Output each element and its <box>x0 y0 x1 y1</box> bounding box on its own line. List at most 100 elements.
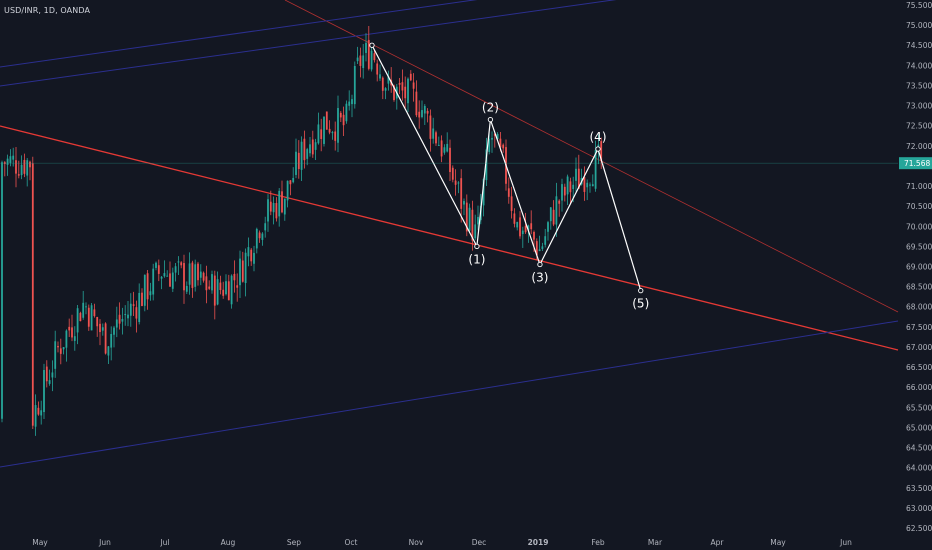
x-tick-label: Aug <box>221 538 236 547</box>
candle-body <box>255 228 258 249</box>
candle-body <box>236 285 239 288</box>
candle-body <box>188 263 191 285</box>
wave-point[interactable] <box>595 146 601 152</box>
candle-body <box>446 143 449 152</box>
candle-body <box>348 101 351 106</box>
candle-body <box>474 224 477 239</box>
candle-body <box>311 139 314 155</box>
candle-body <box>460 178 463 209</box>
candle-body <box>530 223 533 230</box>
candle-body <box>124 314 127 316</box>
wave-label: (1) <box>468 252 485 266</box>
y-tick-label: 69.000 <box>906 263 932 272</box>
resistance-trendline[interactable] <box>284 0 899 313</box>
time-axis[interactable]: May Jun Jul Aug Sep Oct Nov Dec 2019 Feb Mar Apr May… <box>32 538 852 547</box>
candle-body <box>48 380 51 384</box>
y-tick-label: 73.000 <box>906 102 932 111</box>
candle-body <box>141 292 143 306</box>
candle-body <box>239 258 241 286</box>
candle-body <box>267 199 269 222</box>
candle-body <box>555 196 558 225</box>
candle-body <box>289 180 292 185</box>
candle-body <box>373 53 376 61</box>
channel-line-upper[interactable] <box>0 0 898 68</box>
candle-body <box>519 217 521 237</box>
candle-body <box>272 203 275 213</box>
candle-body <box>586 182 589 188</box>
candle-body <box>278 190 281 217</box>
candle-body <box>482 179 485 206</box>
x-tick-label: Jun <box>839 538 852 547</box>
candle-body <box>12 155 15 160</box>
candle-body <box>404 86 407 99</box>
y-tick-label: 67.500 <box>906 323 932 332</box>
candle-body <box>202 272 205 281</box>
wave-point[interactable] <box>487 117 494 123</box>
channel-line-upper-2[interactable] <box>0 0 898 87</box>
candle-body <box>309 144 311 154</box>
candle-body <box>547 222 549 232</box>
candle-body <box>393 85 395 101</box>
trendlines[interactable] <box>0 0 899 468</box>
wave-point[interactable] <box>369 42 375 48</box>
candle-body <box>412 82 415 89</box>
wave-point[interactable] <box>474 243 480 250</box>
candle-body <box>429 115 432 139</box>
candle-body <box>68 326 71 331</box>
candle-body <box>31 163 34 426</box>
candle-body <box>381 77 384 91</box>
y-tick-label: 75.000 <box>906 21 932 30</box>
candle-body <box>485 149 488 181</box>
channel-line-lower[interactable] <box>0 320 899 468</box>
candle-body <box>171 272 174 289</box>
candle-body <box>292 177 295 183</box>
candle-body <box>398 82 401 85</box>
candle-body <box>407 78 409 104</box>
support-trendline[interactable] <box>0 125 899 351</box>
candle-body <box>463 201 465 205</box>
candle-body <box>115 319 118 328</box>
candle-body <box>20 164 23 176</box>
y-tick-label: 68.500 <box>906 283 932 292</box>
candle-body <box>222 289 225 296</box>
y-tick-label: 74.500 <box>906 41 932 50</box>
candle-body <box>353 65 356 105</box>
candle-body <box>496 133 499 140</box>
price-axis[interactable]: 62.500 63.000 63.500 64.000 64.500 65.000 65.5… <box>899 1 932 533</box>
candle-body <box>275 203 278 219</box>
candle-body <box>26 160 29 176</box>
candle-body <box>513 213 516 224</box>
candle-body <box>367 39 370 69</box>
candle-body <box>325 111 328 130</box>
candle-body <box>594 150 597 189</box>
candle-body <box>300 141 303 170</box>
candle-body <box>435 132 437 144</box>
x-tick-label: May <box>770 538 786 547</box>
candle-body <box>527 225 530 231</box>
candle-body <box>160 276 163 279</box>
candle-body <box>132 304 135 306</box>
y-tick-label: 65.000 <box>906 423 932 432</box>
candle-body <box>194 264 197 287</box>
candle-body <box>65 330 68 348</box>
candle-body <box>510 196 513 211</box>
wave-point[interactable] <box>638 287 644 294</box>
candle-body <box>146 273 149 300</box>
current-price-label: 71.568 <box>904 159 930 168</box>
candle-body <box>575 168 577 181</box>
candle-body <box>552 209 555 225</box>
candle-body <box>17 174 20 176</box>
candle-body <box>432 128 435 139</box>
candle-body <box>345 103 348 122</box>
elliott-wave[interactable]: (1) (2) (3) (4) (5) <box>369 42 649 311</box>
y-tick-label: 66.500 <box>906 363 932 372</box>
candle-body <box>113 327 115 335</box>
candle-body <box>71 327 73 338</box>
candlesticks <box>1 25 603 436</box>
candle-body <box>138 292 141 323</box>
candle-body <box>107 346 110 356</box>
y-tick-label: 75.500 <box>906 1 932 10</box>
wave-point[interactable] <box>537 261 543 268</box>
wave-path[interactable] <box>371 44 642 291</box>
